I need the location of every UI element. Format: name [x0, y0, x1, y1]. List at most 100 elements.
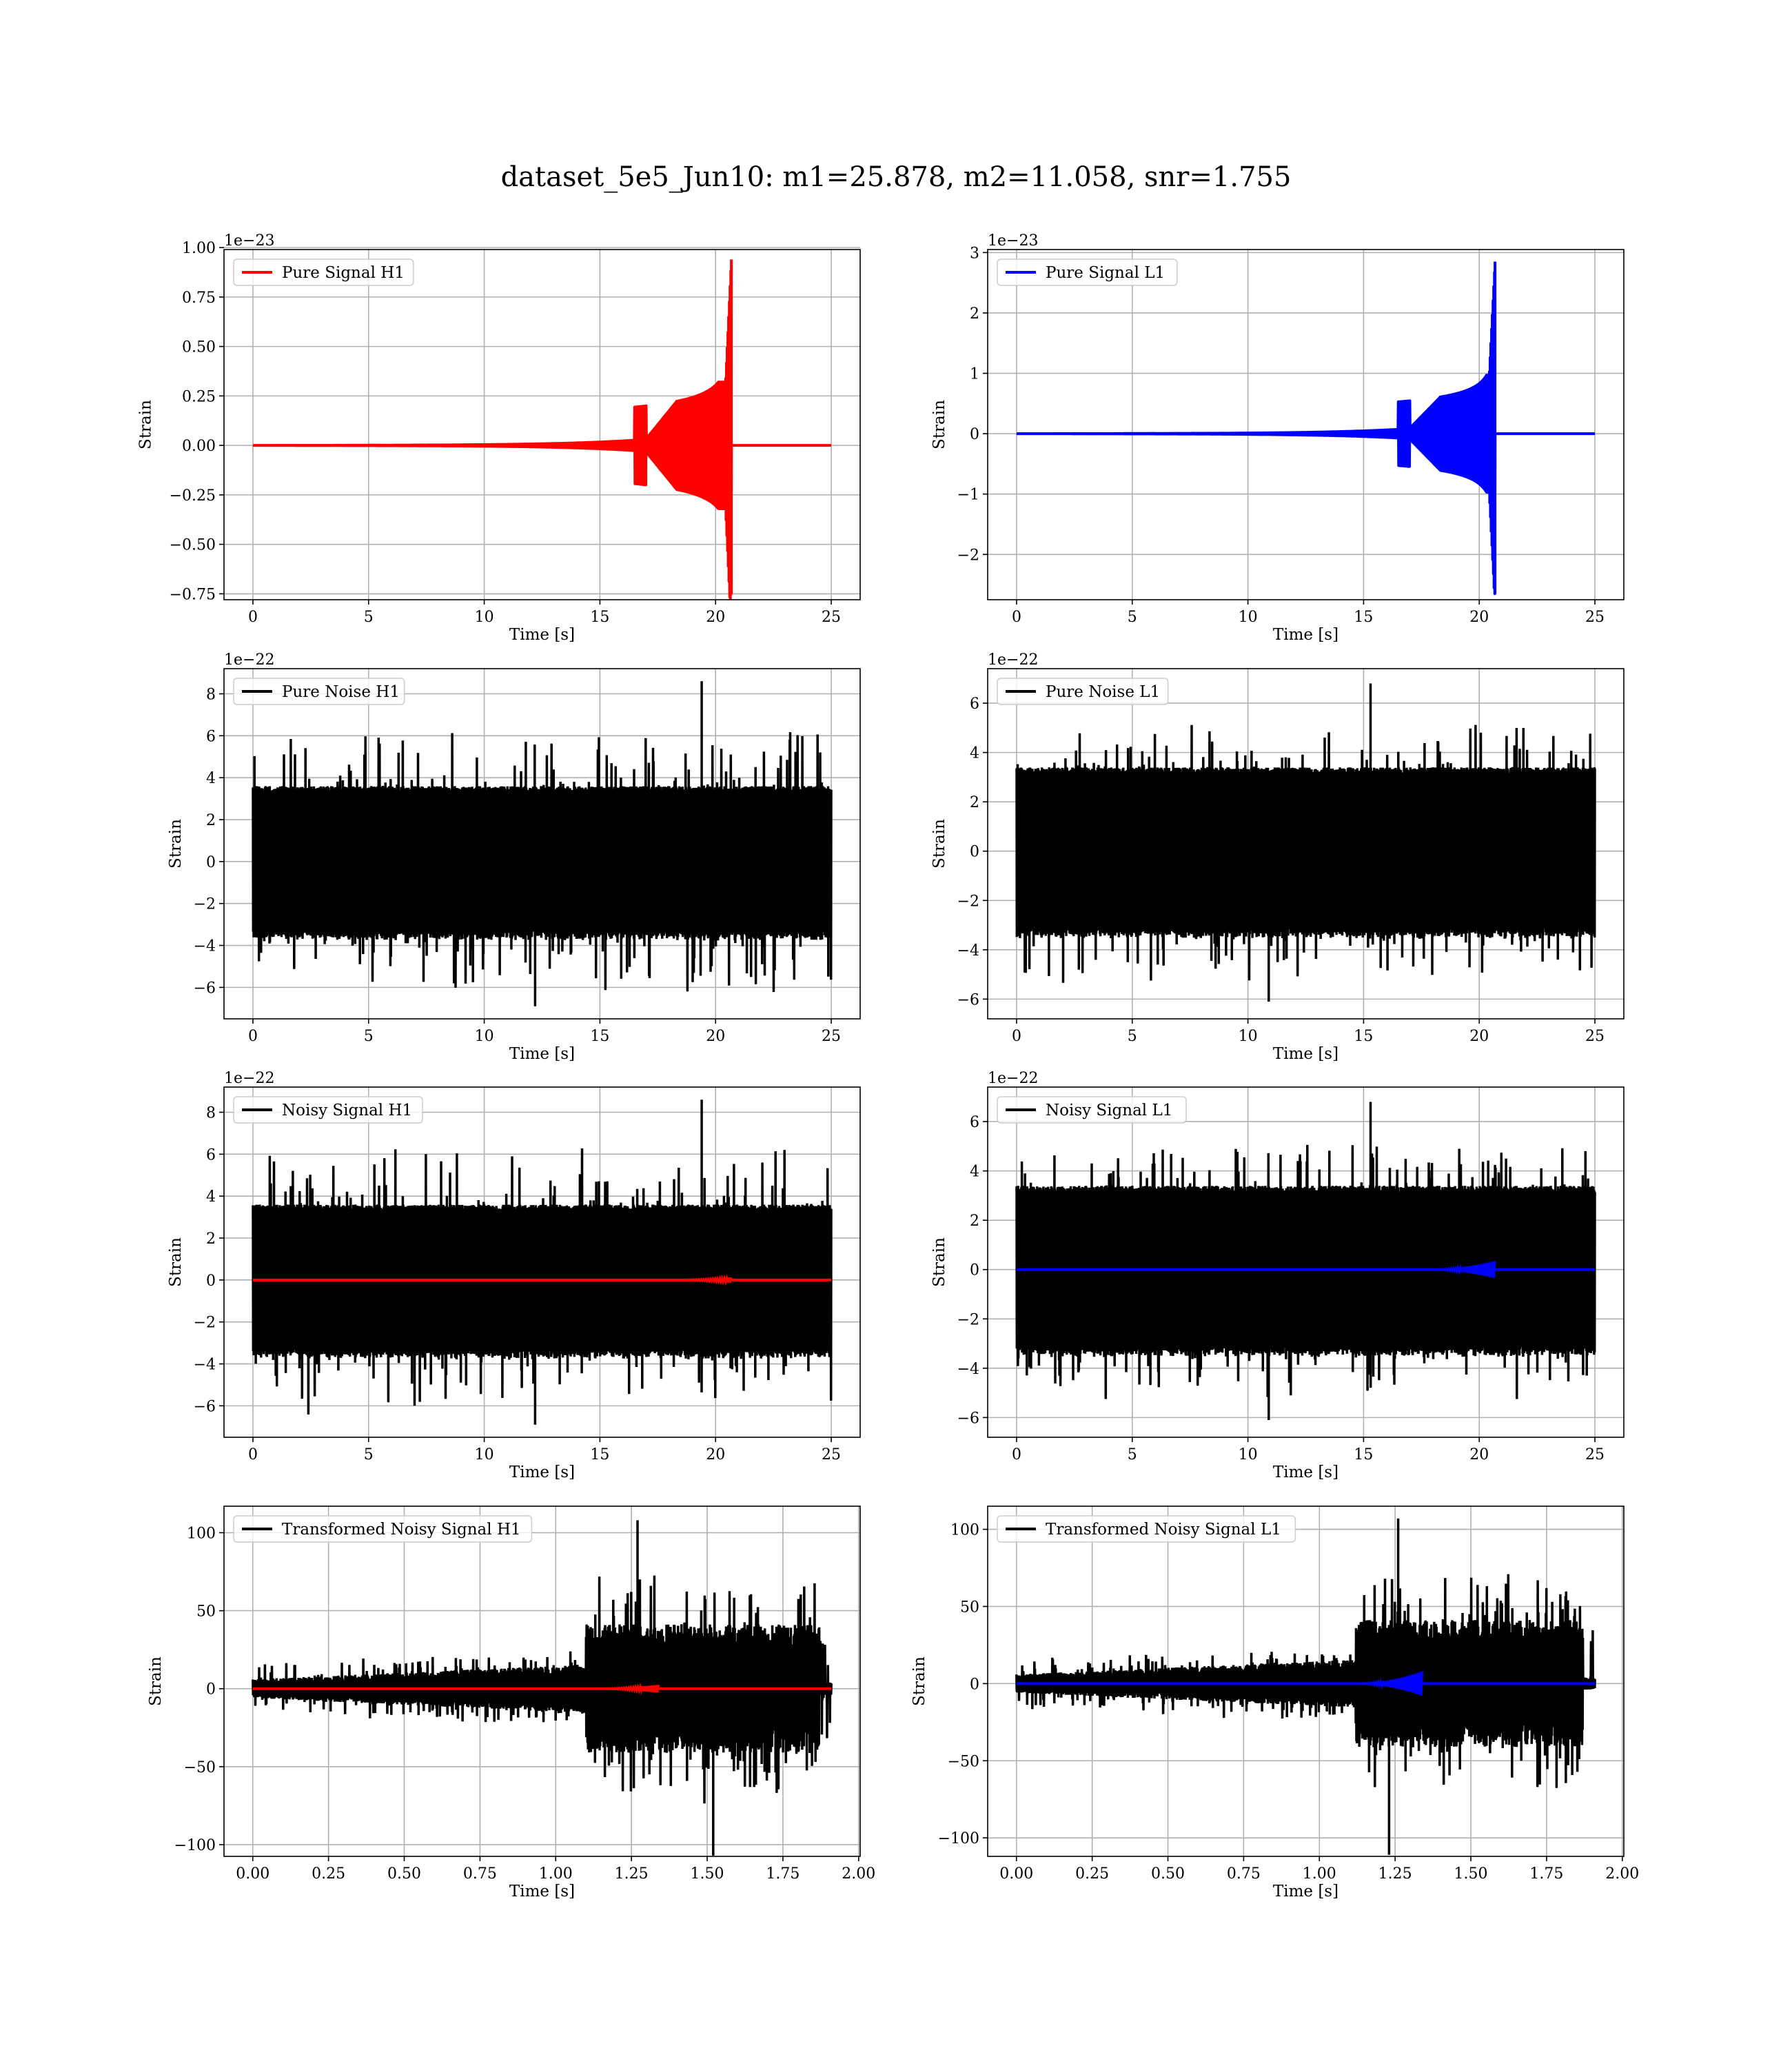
series-group: [1015, 1102, 1596, 1420]
y-tick-label: −4: [194, 938, 216, 955]
subplot-4: 0 5 10 15 20 25 −6 −4 −2 0 2 4 6 Time [s] Strain 1e−22 P…: [930, 651, 1625, 1063]
legend-label: Transformed Noisy Signal L1: [1046, 1521, 1281, 1539]
y-axis-label: Strain: [910, 1656, 928, 1706]
y-tick-label: 0: [206, 1273, 216, 1290]
y-tick-label: 2: [970, 305, 979, 323]
y-tick-label: 0.75: [182, 290, 216, 307]
legend-box: [233, 258, 414, 286]
legend-box: [997, 258, 1178, 286]
series-group: [252, 681, 833, 1006]
series-line: [1015, 683, 1596, 1002]
y-tick-label: 1.00: [182, 240, 216, 257]
x-tick-label: 25: [1585, 1446, 1605, 1463]
subplot-2: 0 5 10 15 20 25 −2 −1 0 1 2 3 Time [s] Strain 1e−23 Pur…: [930, 232, 1625, 644]
y-tick-label: −2: [957, 1311, 979, 1328]
subplot-7: 0.00 0.25 0.50 0.75 1.00 1.25 1.50 1.75 2.00 −100…: [147, 1506, 875, 1900]
legend: Noisy Signal L1: [997, 1096, 1187, 1124]
series-group: [1015, 1518, 1596, 1855]
legend-label: Transformed Noisy Signal H1: [282, 1521, 521, 1539]
x-tick-label: 15: [1354, 1028, 1373, 1045]
x-tick-label: 10: [475, 609, 494, 626]
y-tick-label: 6: [206, 728, 216, 745]
x-tick-label: 5: [364, 1028, 374, 1045]
x-tick-label: 10: [1239, 609, 1258, 626]
series-line: [1015, 261, 1596, 596]
plot-area: [224, 250, 860, 600]
y-tick-label: −4: [957, 1361, 979, 1378]
series-group: [1015, 261, 1596, 596]
y-tick-label: −0.25: [170, 487, 216, 505]
legend: Pure Signal L1: [997, 258, 1178, 286]
legend-box: [997, 678, 1169, 705]
x-axis-label: Time [s]: [1273, 1883, 1338, 1900]
x-tick-label: 1.00: [539, 1865, 573, 1883]
x-tick-label: 15: [590, 1028, 609, 1045]
y-tick-label: 2: [970, 1213, 979, 1230]
y-tick-label: 6: [970, 696, 979, 713]
subplots-grid: 0 5 10 15 20 25−0.75−0.50−0.250.000.250.500.7…: [137, 232, 1640, 1900]
series-line: [252, 259, 833, 600]
axis-offset-label: 1e−23: [988, 232, 1038, 250]
x-tick-label: 20: [706, 1028, 725, 1045]
x-tick-label: 1.50: [1454, 1865, 1488, 1883]
x-tick-label: 25: [822, 609, 841, 626]
y-tick-label: 0.25: [182, 388, 216, 405]
y-tick-label: 8: [206, 687, 216, 704]
y-axis-label: Strain: [147, 1656, 165, 1706]
y-tick-label: 50: [960, 1599, 979, 1616]
x-axis-label: Time [s]: [1273, 1045, 1338, 1063]
subplot-8: 0.00 0.25 0.50 0.75 1.00 1.25 1.50 1.75 2.00 −100…: [910, 1506, 1639, 1900]
x-tick-label: 1.25: [1378, 1865, 1412, 1883]
x-axis-label: Time [s]: [1273, 626, 1338, 644]
x-tick-label: 10: [1239, 1446, 1258, 1463]
y-tick-label: −0.75: [170, 586, 216, 603]
y-tick-label: 4: [970, 745, 979, 762]
axis-offset-label: 1e−22: [988, 1070, 1038, 1087]
x-tick-label: 10: [475, 1446, 494, 1463]
axis-offset-label: 1e−22: [224, 1070, 274, 1087]
x-tick-label: 20: [1469, 1028, 1489, 1045]
x-tick-label: 5: [1128, 1028, 1137, 1045]
legend-label: Pure Signal H1: [282, 264, 405, 282]
legend-box: [233, 678, 405, 705]
x-tick-label: 0: [1012, 1446, 1021, 1463]
legend-label: Pure Noise L1: [1046, 683, 1160, 701]
legend: Noisy Signal H1: [233, 1096, 423, 1124]
x-axis-label: Time [s]: [509, 1045, 575, 1063]
y-tick-label: −2: [957, 547, 979, 564]
y-tick-label: 50: [196, 1603, 216, 1621]
x-tick-label: 0.75: [1227, 1865, 1261, 1883]
y-tick-label: 0.50: [182, 339, 216, 356]
signal-chirp: [662, 1273, 733, 1286]
x-tick-label: 15: [1354, 1446, 1373, 1463]
subplot-6: 0 5 10 15 20 25 −6 −4 −2 0 2 4 6 Time [s] Strain 1e−22 N…: [930, 1070, 1625, 1481]
x-tick-label: 1.50: [691, 1865, 724, 1883]
x-tick-label: 0.50: [387, 1865, 421, 1883]
x-tick-label: 10: [1239, 1028, 1258, 1045]
legend-label: Noisy Signal L1: [1046, 1102, 1172, 1119]
plot-area: [988, 250, 1624, 600]
series-group: [252, 1099, 833, 1425]
series-group: [252, 1520, 833, 1856]
y-tick-label: −50: [948, 1753, 979, 1770]
y-tick-label: 2: [206, 812, 216, 829]
x-tick-label: 15: [590, 609, 609, 626]
x-tick-label: 25: [822, 1028, 841, 1045]
y-tick-label: −2: [957, 893, 979, 910]
x-tick-label: 0: [248, 1446, 258, 1463]
y-axis-label: Strain: [930, 400, 948, 449]
x-tick-label: 2.00: [842, 1865, 875, 1883]
axis-offset-label: 1e−23: [224, 232, 274, 250]
y-tick-label: −100: [174, 1837, 216, 1854]
x-tick-label: 5: [364, 609, 374, 626]
axes-frame: [987, 668, 1625, 1020]
legend: Pure Noise L1: [997, 678, 1169, 705]
x-tick-label: 5: [1128, 609, 1137, 626]
x-tick-label: 20: [706, 1446, 725, 1463]
grid: [988, 250, 1624, 600]
legend-label: Noisy Signal H1: [282, 1102, 412, 1119]
y-tick-label: 4: [206, 1188, 216, 1206]
y-tick-label: −4: [957, 942, 979, 960]
y-tick-label: 0: [970, 426, 979, 443]
